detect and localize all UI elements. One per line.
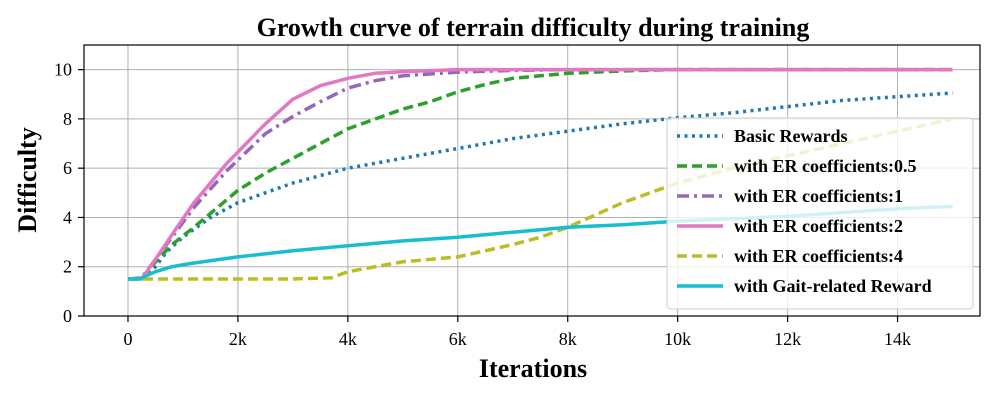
x-tick-label: 0 bbox=[123, 329, 132, 349]
y-tick-label: 6 bbox=[63, 158, 72, 178]
legend-label-6: with Gait-related Reward bbox=[734, 276, 932, 296]
x-tick-label: 10k bbox=[664, 329, 691, 349]
legend-label-1: Basic Rewards bbox=[734, 126, 848, 146]
x-tick-label: 14k bbox=[884, 329, 911, 349]
series-line-3 bbox=[127, 67, 953, 281]
x-tick-label: 8k bbox=[559, 329, 577, 349]
y-tick-label: 0 bbox=[63, 306, 72, 326]
y-tick-label: 8 bbox=[63, 109, 72, 129]
series-line-4 bbox=[128, 67, 953, 281]
series-line-1 bbox=[127, 91, 953, 281]
x-axis-label: Iterations bbox=[479, 354, 587, 383]
chart-title: Growth curve of terrain difficulty durin… bbox=[257, 13, 810, 42]
x-tick-label: 6k bbox=[449, 329, 467, 349]
legend: Basic Rewards with ER coefficients:0.5 wit… bbox=[666, 117, 974, 310]
legend-label-4: with ER coefficients:2 bbox=[734, 216, 903, 236]
y-tick-label: 4 bbox=[63, 207, 72, 227]
y-tick-label: 10 bbox=[54, 60, 72, 80]
x-tick-label: 4k bbox=[339, 329, 357, 349]
x-tick-label: 2k bbox=[229, 329, 247, 349]
plot-frame bbox=[83, 44, 981, 317]
y-tick-label: 2 bbox=[63, 257, 72, 277]
legend-label-3: with ER coefficients:1 bbox=[734, 186, 903, 206]
axis-ticks: 0 2k 4k 6k 8k 10k 12k 14k 0 2 4 6 8 10 bbox=[54, 60, 911, 349]
legend-label-2: with ER coefficients:0.5 bbox=[734, 156, 916, 176]
legend-box bbox=[666, 117, 974, 310]
y-axis-label: Difficulty bbox=[13, 127, 42, 232]
series-line-2 bbox=[128, 67, 953, 281]
legend-label-5: with ER coefficients:4 bbox=[734, 246, 903, 266]
x-tick-label: 12k bbox=[774, 329, 801, 349]
